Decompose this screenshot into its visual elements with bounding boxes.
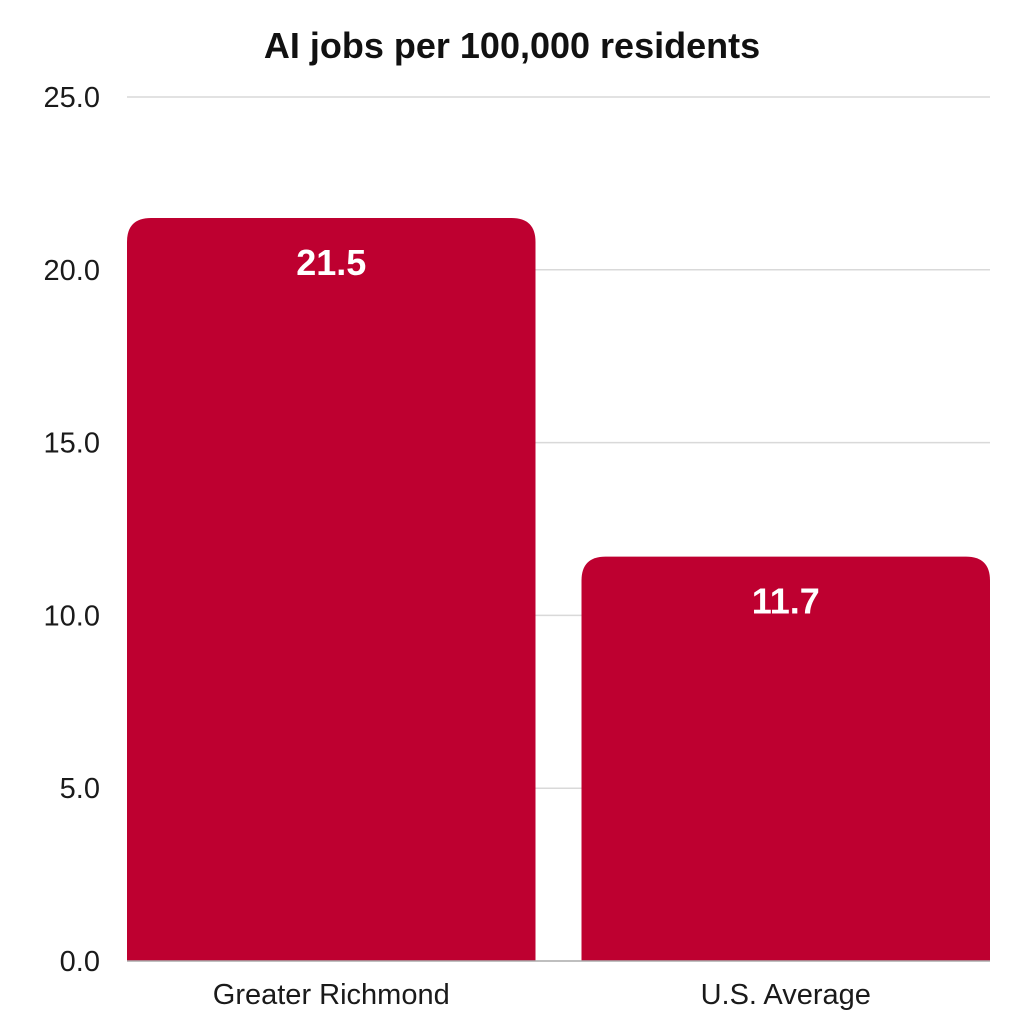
y-tick-label: 5.0	[60, 773, 100, 805]
x-axis: Greater Richmond U.S. Average	[127, 960, 990, 1011]
y-tick-label: 15.0	[44, 428, 100, 460]
y-tick-label: 0.0	[60, 946, 100, 978]
y-tick-label: 20.0	[44, 255, 100, 287]
bars: 21.5 11.7	[127, 217, 990, 961]
y-tick-label: 25.0	[44, 82, 100, 114]
y-tick-label: 10.0	[44, 600, 100, 632]
x-category-label: Greater Richmond	[213, 979, 450, 1011]
bar-value-label: 11.7	[752, 581, 820, 622]
bar	[581, 556, 990, 961]
chart-title: AI jobs per 100,000 residents	[264, 25, 760, 66]
bar-value-label: 21.5	[296, 242, 366, 283]
x-category-label: U.S. Average	[701, 979, 871, 1011]
y-axis: 0.0 5.0 10.0 15.0 20.0 25.0	[44, 82, 100, 978]
bar	[127, 217, 536, 961]
